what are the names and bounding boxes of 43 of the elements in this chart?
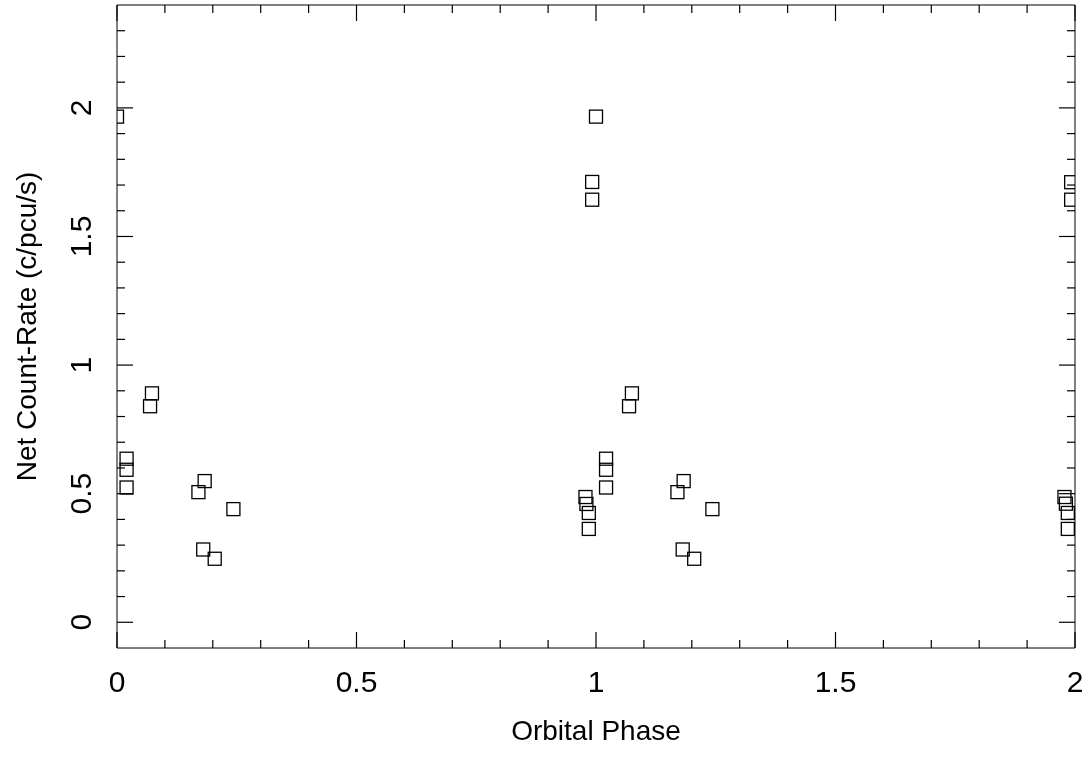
- point: [1060, 505, 1075, 521]
- y-tick-label: 1: [64, 356, 97, 374]
- point: [207, 551, 222, 566]
- y-axis-title: Net Count-Rate (c/pcu/s): [10, 171, 42, 482]
- point: [624, 386, 640, 401]
- x-tick-label: 1.5: [814, 665, 857, 698]
- x-tick-label: 0: [108, 665, 126, 698]
- point: [598, 462, 614, 477]
- point: [598, 480, 614, 495]
- point: [144, 386, 160, 401]
- point: [142, 399, 158, 414]
- point: [119, 462, 134, 477]
- point: [581, 505, 596, 521]
- y-tick-label: 0.5: [64, 472, 97, 515]
- point: [676, 473, 691, 489]
- point: [585, 174, 600, 190]
- point: [579, 496, 594, 512]
- point: [196, 542, 211, 557]
- point: [581, 521, 596, 537]
- point: [585, 192, 600, 207]
- point: [191, 484, 206, 500]
- point: [119, 480, 134, 495]
- point: [226, 501, 241, 517]
- point: [1060, 521, 1075, 537]
- x-tick-label: 2: [1066, 665, 1084, 698]
- y-tick-label: 0: [64, 613, 97, 631]
- point: [578, 489, 593, 505]
- x-tick-label: 0.5: [335, 665, 378, 698]
- point: [705, 501, 720, 517]
- point: [1058, 496, 1074, 511]
- point: [588, 109, 604, 124]
- x-tick-label: 1: [587, 665, 605, 698]
- point: [687, 551, 702, 566]
- x-axis-title: Orbital Phase: [511, 715, 681, 746]
- y-tick-label: 2: [64, 99, 97, 117]
- point: [119, 451, 134, 466]
- y-tick-label: 1.5: [64, 215, 97, 258]
- point: [675, 542, 690, 557]
- point: [598, 451, 614, 466]
- point: [197, 473, 212, 489]
- point: [670, 484, 685, 500]
- point: [1057, 489, 1072, 505]
- point: [621, 399, 637, 414]
